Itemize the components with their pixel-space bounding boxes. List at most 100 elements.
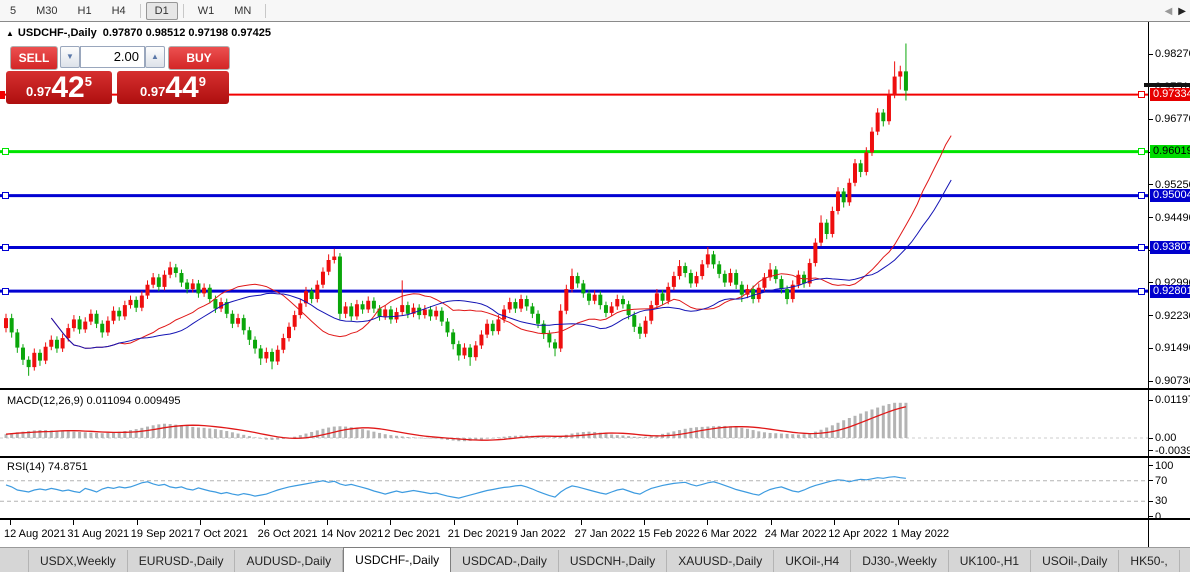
chart-tab-usdcad-daily[interactable]: USDCAD-,Daily <box>451 550 559 572</box>
candle-body <box>173 267 178 274</box>
chart-tab-eurusd-daily[interactable]: EURUSD-,Daily <box>128 550 236 572</box>
candle-body <box>700 264 705 277</box>
timeframe-button-5[interactable]: 5 <box>10 4 17 17</box>
candle-body <box>83 321 88 330</box>
timeframe-button-mn[interactable]: MN <box>234 4 252 17</box>
macd-axis-label-tick <box>1148 450 1153 452</box>
candle-body <box>207 287 212 300</box>
candle-body <box>281 338 286 350</box>
hline-handle-right[interactable] <box>1138 91 1145 99</box>
sell-button[interactable]: SELL <box>10 46 58 70</box>
chart-tab-hk50[interactable]: HK50-, <box>1119 550 1180 572</box>
tab-scroll-right-icon[interactable]: ▶ <box>1178 6 1186 17</box>
date-tick <box>327 520 328 525</box>
timeframe-button-m30[interactable]: M30 <box>36 4 58 17</box>
date-tick <box>834 520 836 525</box>
price-tick-label-tick <box>1148 53 1153 55</box>
candle-body <box>287 326 291 339</box>
macd-axis-label: 0.00 <box>1155 432 1177 444</box>
chart-tab-usoil-daily[interactable]: USOil-,Daily <box>1031 550 1120 572</box>
sell-price-main: 42 <box>51 71 85 104</box>
candle-body <box>875 112 880 132</box>
macd-hist-bar <box>400 436 404 438</box>
candle-body <box>400 305 405 313</box>
volume-increase-button[interactable]: ▲ <box>145 46 165 68</box>
candle-body <box>886 94 891 122</box>
date-label: 6 Mar 2022 <box>701 528 758 540</box>
candle-body <box>592 294 597 301</box>
hline-handle-left[interactable] <box>2 244 9 252</box>
macd-hist-bar <box>321 428 325 438</box>
rsi-pane-separator[interactable] <box>0 456 1190 458</box>
macd-hist-bar <box>72 431 76 438</box>
tab-scroll-left-icon[interactable]: ◀ <box>1164 6 1173 17</box>
candle-body <box>354 304 359 317</box>
hline-handle-right[interactable] <box>1138 192 1145 200</box>
macd-hist-bar <box>55 430 59 438</box>
window-top-border <box>0 21 1190 22</box>
candle-body <box>236 318 241 324</box>
chart-tab-dj30-weekly[interactable]: DJ30-,Weekly <box>851 550 949 572</box>
chart-tab-ukoil-h4[interactable]: UKOil-,H4 <box>774 550 852 572</box>
macd-hist-bar <box>338 426 342 438</box>
candle-body <box>530 306 535 314</box>
macd-signal-line <box>5 406 907 441</box>
candle-body <box>586 293 591 301</box>
candle-body <box>258 348 263 359</box>
hline-handle-right[interactable] <box>1138 148 1145 156</box>
timeframe-button-h4[interactable]: H4 <box>111 4 126 17</box>
macd-hist-bar <box>785 433 789 438</box>
chart-tab-usdchf-daily[interactable]: USDCHF-,Daily <box>343 547 452 572</box>
date-label: 26 Oct 2021 <box>257 528 318 540</box>
candle-body <box>462 347 467 356</box>
chart-tab-uk100-h1[interactable]: UK100-,H1 <box>949 550 1032 572</box>
macd-hist-bar <box>559 436 563 438</box>
macd-hist-bar <box>479 438 483 440</box>
macd-hist-bar <box>819 429 823 438</box>
hline-handle-left[interactable] <box>2 148 9 156</box>
timeframe-button-d1[interactable]: D1 <box>145 1 178 20</box>
hline-handle-left[interactable] <box>2 287 9 295</box>
price-tick-label-tick <box>1148 184 1153 186</box>
hline-handle-right[interactable] <box>1138 287 1145 295</box>
candle-body <box>151 277 156 285</box>
candle-body <box>179 273 184 283</box>
macd-axis-label-tick <box>1148 399 1153 401</box>
macd-pane-separator[interactable] <box>0 388 1190 390</box>
macd-hist-bar <box>876 407 880 438</box>
candle-body <box>439 310 444 322</box>
macd-hist-bar <box>638 437 642 438</box>
buy-button[interactable]: BUY <box>168 46 230 70</box>
candle-body <box>564 289 569 311</box>
rsi-label: RSI(14) 74.8751 <box>7 461 88 473</box>
chart-tab-xauusd-daily[interactable]: XAUUSD-,Daily <box>667 550 775 572</box>
volume-decrease-button[interactable]: ▼ <box>60 46 80 68</box>
sell-price-prefix: 0.97 <box>26 84 52 99</box>
sell-price-tile[interactable]: 0.97 42 5 <box>6 71 112 104</box>
candle-body <box>315 284 320 300</box>
hline-handle-right[interactable] <box>1138 244 1145 252</box>
candle-body <box>575 276 580 284</box>
price-tick-label-tick <box>1148 118 1153 120</box>
candle-body <box>88 313 93 322</box>
volume-input[interactable]: 2.00 <box>80 46 145 68</box>
candle-body <box>275 349 280 362</box>
candle-body <box>711 254 716 265</box>
buy-price-tile[interactable]: 0.97 44 9 <box>117 71 229 104</box>
collapse-triangle-icon[interactable]: ▲ <box>6 29 14 38</box>
chart-tab-audusd-daily[interactable]: AUDUSD-,Daily <box>235 550 344 572</box>
timeframe-button-w1[interactable]: W1 <box>197 4 215 17</box>
chart-tab-usdcnh-daily[interactable]: USDCNH-,Daily <box>559 550 668 572</box>
date-label: 12 Aug 2021 <box>4 528 66 540</box>
candle-body <box>111 310 116 321</box>
hline-edge-marker[interactable] <box>0 90 5 99</box>
timeframe-button-h1[interactable]: H1 <box>77 4 92 17</box>
hline-handle-left[interactable] <box>2 192 9 200</box>
candle-body <box>428 309 433 317</box>
candle-body <box>100 323 105 333</box>
macd-hist-bar <box>253 437 257 438</box>
chart-tab-usdx-weekly[interactable]: USDX,Weekly <box>28 550 128 572</box>
candle-body <box>422 309 427 316</box>
